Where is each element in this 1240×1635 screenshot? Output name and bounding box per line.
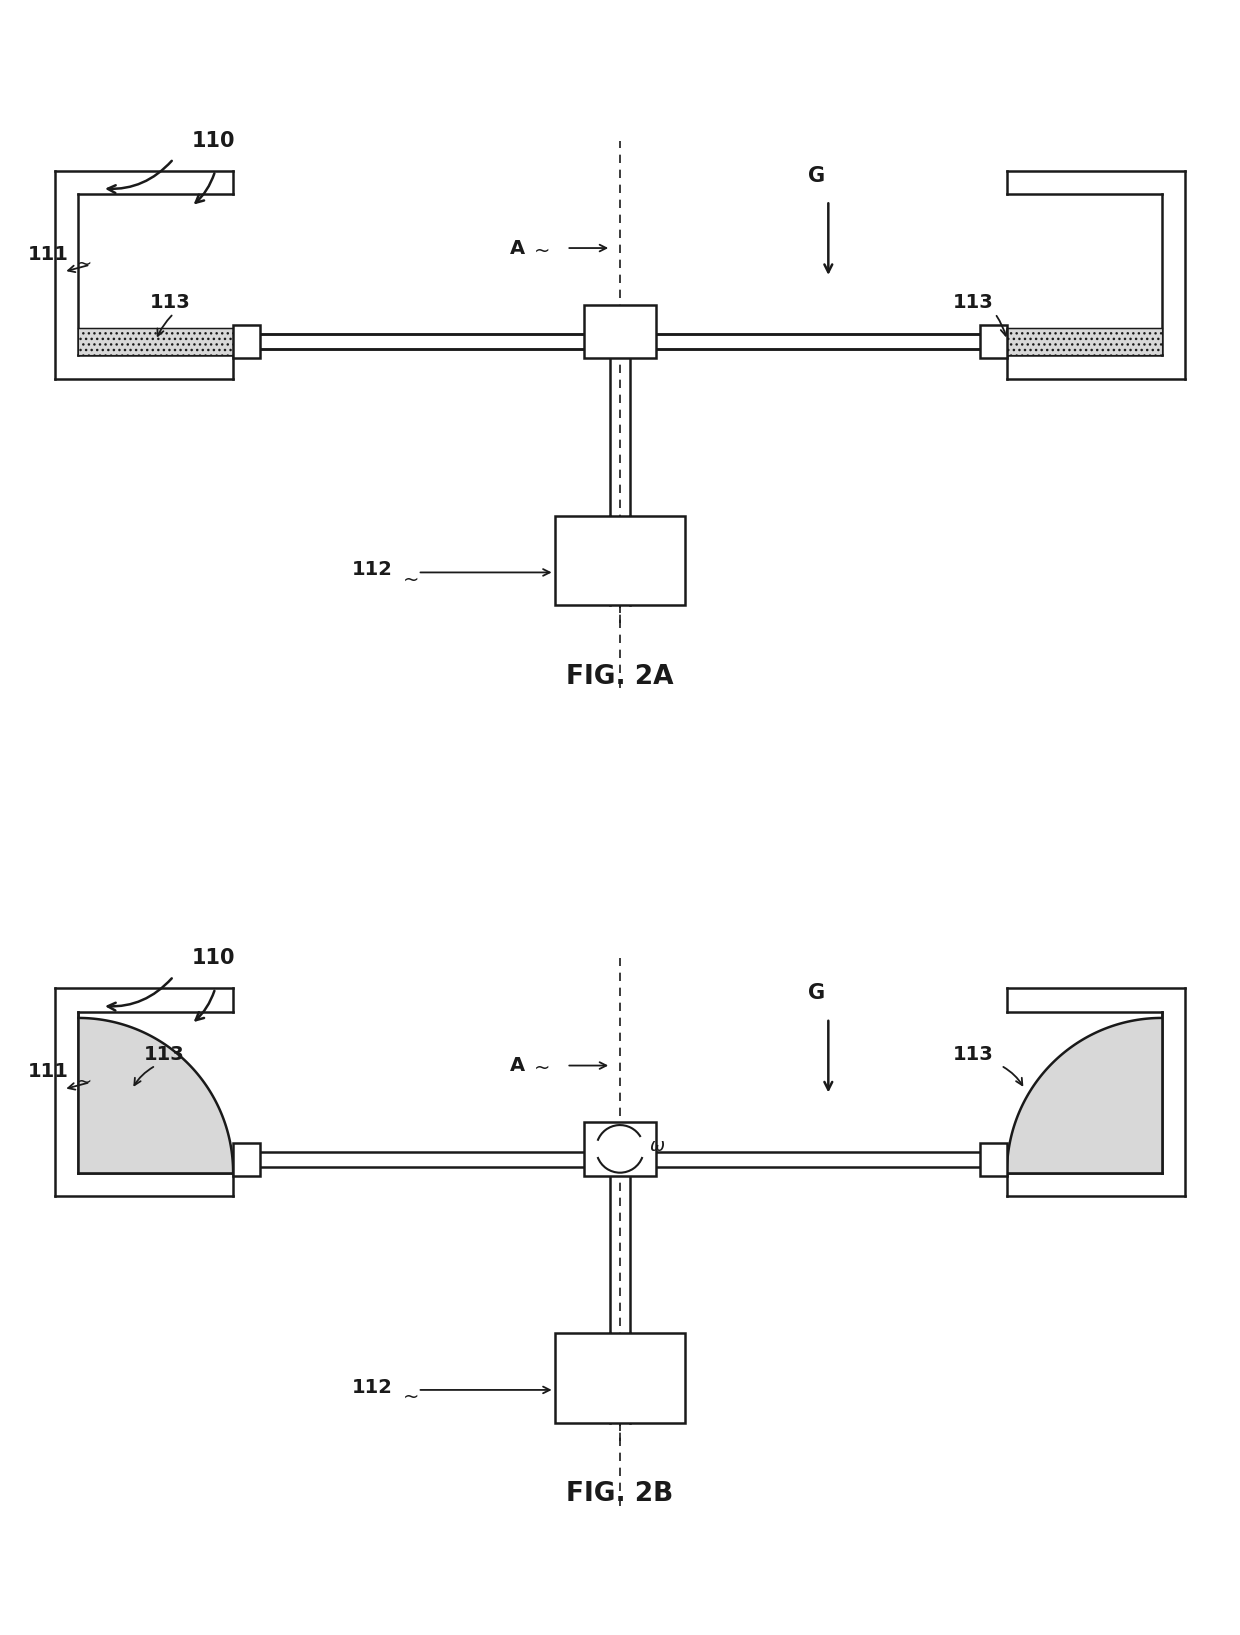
Text: ~: ~ — [76, 1073, 92, 1092]
Text: ω: ω — [650, 1136, 665, 1154]
Text: ~: ~ — [533, 1059, 551, 1077]
Bar — [233, 325, 260, 358]
Text: 111: 111 — [27, 1063, 68, 1081]
Bar — [980, 1143, 1007, 1176]
Polygon shape — [1007, 1012, 1162, 1172]
Text: A: A — [510, 1056, 525, 1076]
Text: 112: 112 — [352, 561, 393, 579]
Text: 112: 112 — [352, 1378, 393, 1396]
Text: A: A — [510, 239, 525, 258]
Text: 110: 110 — [191, 948, 234, 968]
Bar — [78, 329, 233, 355]
Text: ~: ~ — [403, 571, 419, 590]
Text: 110: 110 — [191, 131, 234, 150]
Text: FIG. 2A: FIG. 2A — [567, 664, 673, 690]
Bar — [554, 517, 686, 605]
Text: FIG. 2B: FIG. 2B — [567, 1481, 673, 1507]
Polygon shape — [78, 1012, 233, 1172]
Text: 111: 111 — [27, 245, 68, 263]
Text: ~: ~ — [76, 255, 92, 275]
Bar — [980, 325, 1007, 358]
Text: ~: ~ — [403, 1388, 419, 1408]
Text: 113: 113 — [954, 293, 994, 312]
Text: 113: 113 — [954, 1045, 994, 1064]
Text: G: G — [807, 983, 825, 1002]
Text: ~: ~ — [533, 242, 551, 260]
Text: G: G — [807, 165, 825, 185]
Bar — [233, 1143, 260, 1176]
Bar — [584, 304, 656, 358]
Bar — [1007, 329, 1162, 355]
Text: 113: 113 — [144, 1045, 185, 1064]
Bar — [584, 1122, 656, 1176]
Text: 113: 113 — [150, 293, 191, 312]
Bar — [554, 1334, 686, 1422]
